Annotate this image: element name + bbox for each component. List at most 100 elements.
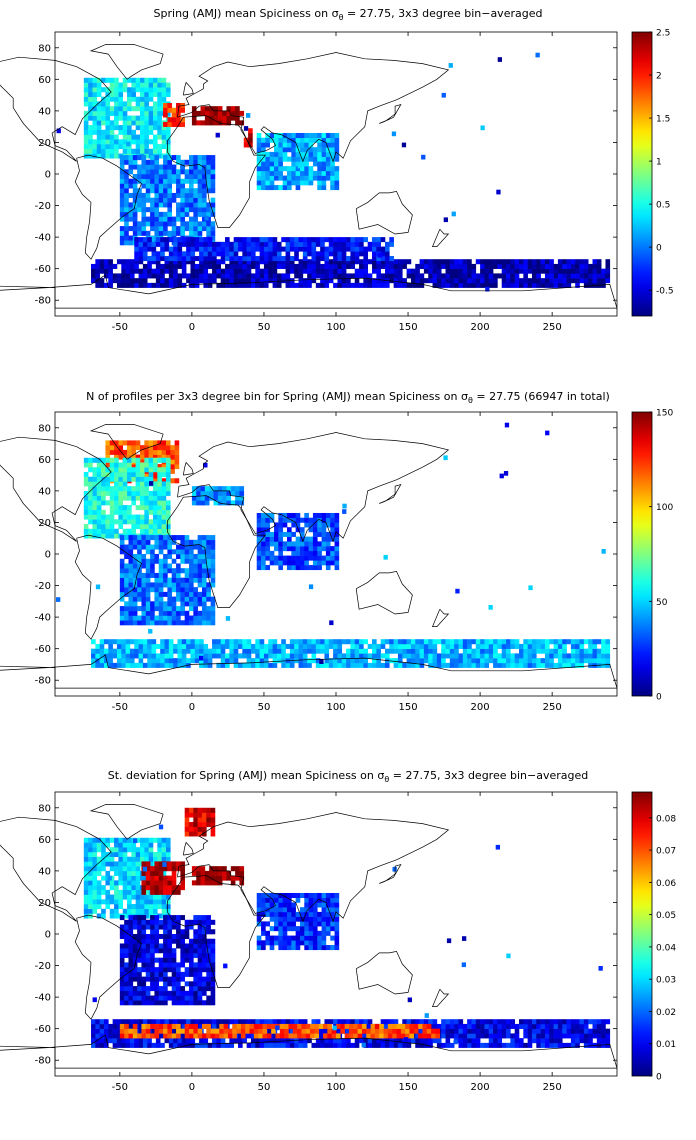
heatmap-cell (119, 230, 125, 236)
heatmap-cell (531, 658, 537, 664)
heatmap-cell (289, 639, 295, 645)
heatmap-cell (129, 653, 135, 659)
heatmap-cell (152, 894, 158, 900)
heatmap-cell (127, 454, 132, 460)
heatmap-cell (128, 216, 134, 222)
heatmap-cell (137, 915, 142, 921)
heatmap-cell (171, 870, 177, 876)
heatmap-cell (238, 278, 243, 284)
heatmap-cell (406, 658, 412, 664)
heatmap-cell (180, 880, 185, 886)
y-tick-label: -20 (35, 581, 51, 592)
heatmap-cell (105, 481, 111, 487)
heatmap-cell (199, 278, 204, 284)
heatmap-cell (217, 866, 223, 872)
heatmap-cell (131, 139, 136, 145)
heatmap-cell (281, 643, 286, 649)
heatmap-cell (384, 639, 390, 645)
heatmap-cell (125, 1019, 131, 1025)
heatmap-cell (269, 541, 275, 547)
heatmap-cell (337, 278, 343, 284)
heatmap-cell (138, 1023, 144, 1029)
heatmap-cell (226, 120, 232, 126)
heatmap-cell (601, 648, 606, 654)
heatmap-cell (171, 924, 177, 930)
heatmap-cell (325, 550, 331, 556)
heatmap-cell (154, 169, 160, 175)
heatmap-cell (320, 282, 325, 288)
heatmap-cell (230, 106, 236, 112)
heatmap-cell (144, 440, 149, 446)
heatmap-cell (144, 120, 149, 126)
heatmap-cell (119, 986, 125, 992)
heatmap-cell (291, 560, 296, 566)
heatmap-cell (96, 462, 102, 468)
heatmap-cell (341, 251, 347, 257)
heatmap-cell (189, 591, 194, 597)
heatmap-cell (155, 1019, 161, 1025)
heatmap-cell (333, 282, 338, 288)
heatmap-cell (165, 904, 171, 910)
heatmap-cell (167, 606, 173, 612)
heatmap-cell (201, 577, 207, 583)
heatmap-cell (170, 449, 175, 455)
heatmap-cell (161, 847, 167, 853)
heatmap-cell (443, 217, 448, 223)
heatmap-cell (341, 278, 347, 284)
heatmap-cell (88, 115, 93, 121)
heatmap-cell (114, 837, 119, 843)
heatmap-cell (83, 134, 89, 140)
heatmap-cell (256, 935, 262, 941)
heatmap-cell (132, 924, 138, 930)
heatmap-cell (321, 522, 327, 528)
heatmap-cell (124, 967, 129, 973)
heatmap-cell (180, 915, 185, 921)
heatmap-cell (242, 263, 247, 269)
heatmap-cell (150, 169, 155, 175)
heatmap-cell (163, 230, 168, 236)
heatmap-cell (206, 549, 211, 555)
heatmap-cell (96, 110, 102, 116)
heatmap-cell (167, 866, 173, 872)
heatmap-cell (96, 148, 102, 154)
heatmap-cell (238, 1042, 243, 1048)
heatmap-cell (250, 259, 256, 265)
heatmap-cell (165, 837, 171, 843)
heatmap-cell (350, 246, 356, 252)
heatmap-cell (506, 273, 511, 279)
heatmap-cell (229, 658, 234, 664)
heatmap-cell (320, 256, 325, 262)
heatmap-cell (312, 151, 318, 157)
heatmap-cell (141, 929, 147, 935)
heatmap-cell (235, 486, 240, 492)
heatmap-cell (108, 1038, 113, 1044)
heatmap-cell (135, 866, 141, 872)
heatmap-cell (199, 1023, 204, 1029)
heatmap-cell (201, 159, 207, 165)
heatmap-cell (158, 202, 164, 208)
heatmap-cell (180, 169, 185, 175)
heatmap-cell (261, 527, 266, 533)
heatmap-cell (197, 924, 203, 930)
heatmap-cell (458, 662, 464, 668)
heatmap-cell (330, 132, 335, 139)
heatmap-cell (109, 875, 115, 881)
heatmap-cell (163, 591, 168, 597)
heatmap-cell (83, 144, 89, 150)
heatmap-cell (523, 648, 528, 654)
heatmap-cell (132, 544, 138, 550)
heatmap-cell (137, 596, 142, 602)
heatmap-cell (171, 539, 177, 545)
heatmap-cell (88, 856, 93, 862)
heatmap-cell (201, 211, 207, 217)
heatmap-cell (158, 1000, 164, 1006)
heatmap-cell (475, 648, 481, 654)
heatmap-cell (167, 929, 173, 935)
heatmap-cell (103, 639, 109, 645)
heatmap-cell (299, 180, 305, 186)
heatmap-cell (99, 1038, 105, 1044)
heatmap-cell (152, 82, 158, 88)
heatmap-cell (96, 847, 102, 853)
heatmap-cell (210, 572, 216, 578)
heatmap-cell (317, 930, 322, 936)
